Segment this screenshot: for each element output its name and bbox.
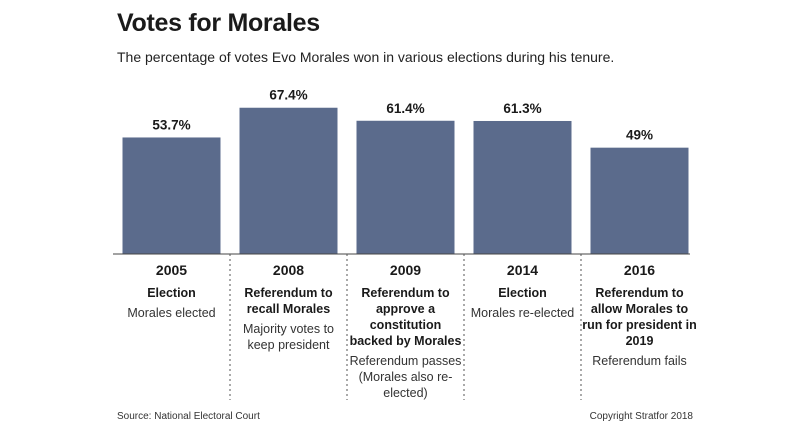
value-label-2014: 61.3% [503,101,541,116]
value-label-2005: 53.7% [152,117,190,132]
event-column-2016: 2016 Referendum to allow Morales to run f… [581,262,698,369]
bar-2016 [590,147,689,254]
category-label: 2009 [389,262,422,278]
bar-2014 [473,120,572,254]
event-result: Morales re-elected [470,306,575,320]
event-description: Election [147,286,196,300]
bar-2005 [122,137,221,254]
copyright-note: Copyright Stratfor 2018 [589,411,693,422]
bar-2008 [239,107,338,254]
chart-title: Votes for Morales [117,9,320,37]
event-column-2005: 2005 Election Morales elected [113,262,230,321]
event-result: Referendum fails [592,354,687,368]
category-label: 2008 [272,262,305,278]
event-result: Referendum passes (Morales also re-elect… [349,354,462,400]
event-description: Referendum to recall Morales [244,286,333,316]
category-label: 2005 [155,262,188,278]
category-label: 2014 [506,262,539,278]
event-column-2008: 2008 Referendum to recall Morales Majority… [230,262,347,353]
value-label-2016: 49% [626,128,653,143]
event-description: Referendum to allow Morales to run for p… [582,286,697,348]
chart-subtitle: The percentage of votes Evo Morales won … [117,49,615,65]
source-note: Source: National Electoral Court [117,411,260,422]
event-description: Election [498,286,547,300]
event-description: Referendum to approve a constitution bac… [349,286,462,348]
event-result: Majority votes to keep president [242,322,334,352]
event-result: Morales elected [127,306,216,320]
category-label: 2016 [623,262,656,278]
value-label-2009: 61.4% [386,101,424,116]
bar-2009 [356,120,455,255]
event-column-2009: 2009 Referendum to approve a constitution… [347,262,464,401]
event-column-2014: 2014 Election Morales re-elected [464,262,581,321]
value-label-2008: 67.4% [269,88,307,103]
